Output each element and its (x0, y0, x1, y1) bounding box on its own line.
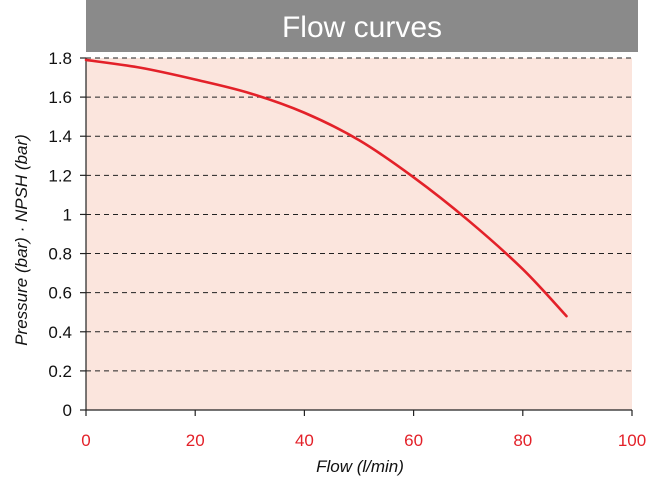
x-tick-label: 100 (618, 431, 646, 450)
axes (80, 57, 633, 416)
y-tick-label: 1.2 (48, 166, 72, 185)
y-tick-label: 0.8 (48, 245, 72, 264)
y-tick-label: 0 (63, 401, 72, 420)
x-tick-label: 40 (295, 431, 314, 450)
pressure-curve-line (84, 58, 568, 318)
gridlines (86, 57, 632, 372)
chart-title: Flow curves (282, 11, 442, 44)
y-tick-label: 1.4 (48, 127, 72, 146)
series-group (84, 58, 568, 318)
plot-area (86, 58, 632, 410)
x-tick-label: 0 (81, 431, 90, 450)
y-tick-label: 0.4 (48, 323, 72, 342)
y-axis-label: Pressure (bar) · NPSH (bar) (12, 134, 31, 346)
y-tick-label: 1.6 (48, 88, 72, 107)
y-tick-labels: 0 0.2 0.4 0.6 0.8 1 1.2 1.4 1.6 1.8 (48, 49, 72, 420)
y-tick-label: 1.8 (48, 49, 72, 68)
x-axis-label: Flow (l/min) (316, 457, 404, 476)
title-bar (86, 0, 638, 52)
x-tick-label: 20 (186, 431, 205, 450)
x-tick-labels: 0 20 40 60 80 100 (81, 431, 646, 450)
x-tick-label: 80 (513, 431, 532, 450)
x-tick-label: 60 (404, 431, 423, 450)
y-tick-label: 0.2 (48, 362, 72, 381)
y-tick-label: 0.6 (48, 284, 72, 303)
y-tick-label: 1 (63, 205, 72, 224)
